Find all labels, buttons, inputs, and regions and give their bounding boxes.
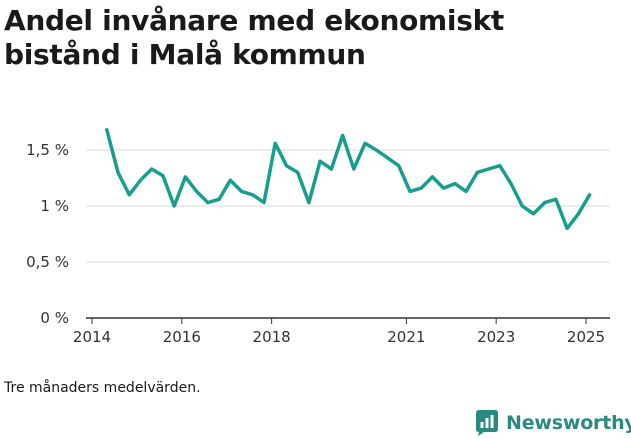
data-point — [487, 168, 490, 171]
data-point — [442, 187, 445, 190]
x-tick-label: 2018 — [253, 328, 291, 346]
data-point — [150, 168, 153, 171]
data-point — [240, 190, 243, 193]
data-point — [453, 182, 456, 185]
data-point — [397, 164, 400, 167]
x-tick-label: 2014 — [73, 328, 111, 346]
data-point — [105, 128, 108, 131]
data-point — [307, 201, 310, 204]
data-point — [375, 149, 378, 152]
data-point — [431, 175, 434, 178]
data-point — [162, 174, 165, 177]
data-point — [128, 193, 131, 196]
y-tick-label: 0,5 % — [26, 253, 69, 271]
data-point — [554, 198, 557, 201]
data-point — [229, 179, 232, 182]
y-tick-label: 1,5 % — [26, 141, 69, 159]
brand-name: Newsworthy — [506, 412, 631, 434]
newsworthy-logo[interactable]: Newsworthy — [476, 408, 631, 438]
newsworthy-icon — [476, 410, 498, 436]
data-point — [465, 190, 468, 193]
data-point — [195, 190, 198, 193]
series-line — [105, 128, 592, 231]
data-point — [420, 187, 423, 190]
data-point — [296, 171, 299, 174]
data-point — [409, 190, 412, 193]
data-point — [184, 175, 187, 178]
x-tick-label: 2021 — [387, 328, 425, 346]
data-point — [521, 205, 524, 208]
data-point — [588, 193, 591, 196]
data-point — [173, 205, 176, 208]
y-tick-label: 1 % — [40, 197, 69, 215]
data-point — [498, 164, 501, 167]
data-point — [285, 164, 288, 167]
data-point — [274, 142, 277, 145]
data-point — [476, 171, 479, 174]
data-point — [566, 227, 569, 230]
data-point — [139, 179, 142, 182]
x-tick-label: 2023 — [477, 328, 515, 346]
x-tick-label: 2025 — [567, 328, 605, 346]
data-point — [263, 201, 266, 204]
data-point — [117, 171, 120, 174]
data-point — [330, 168, 333, 171]
data-point — [532, 212, 535, 215]
y-tick-label: 0 % — [40, 309, 69, 327]
data-point — [341, 134, 344, 137]
data-point — [386, 156, 389, 159]
chart-title: Andel invånare med ekonomiskt bistånd i … — [4, 4, 505, 71]
data-point — [577, 212, 580, 215]
chart-caption: Tre månaders medelvärden. — [4, 380, 201, 396]
data-point — [364, 142, 367, 145]
data-point — [251, 193, 254, 196]
data-point — [543, 201, 546, 204]
data-point — [218, 198, 221, 201]
x-tick-label: 2016 — [163, 328, 201, 346]
data-point — [319, 160, 322, 163]
data-point — [352, 168, 355, 171]
data-point — [510, 182, 513, 185]
data-point — [206, 201, 209, 204]
